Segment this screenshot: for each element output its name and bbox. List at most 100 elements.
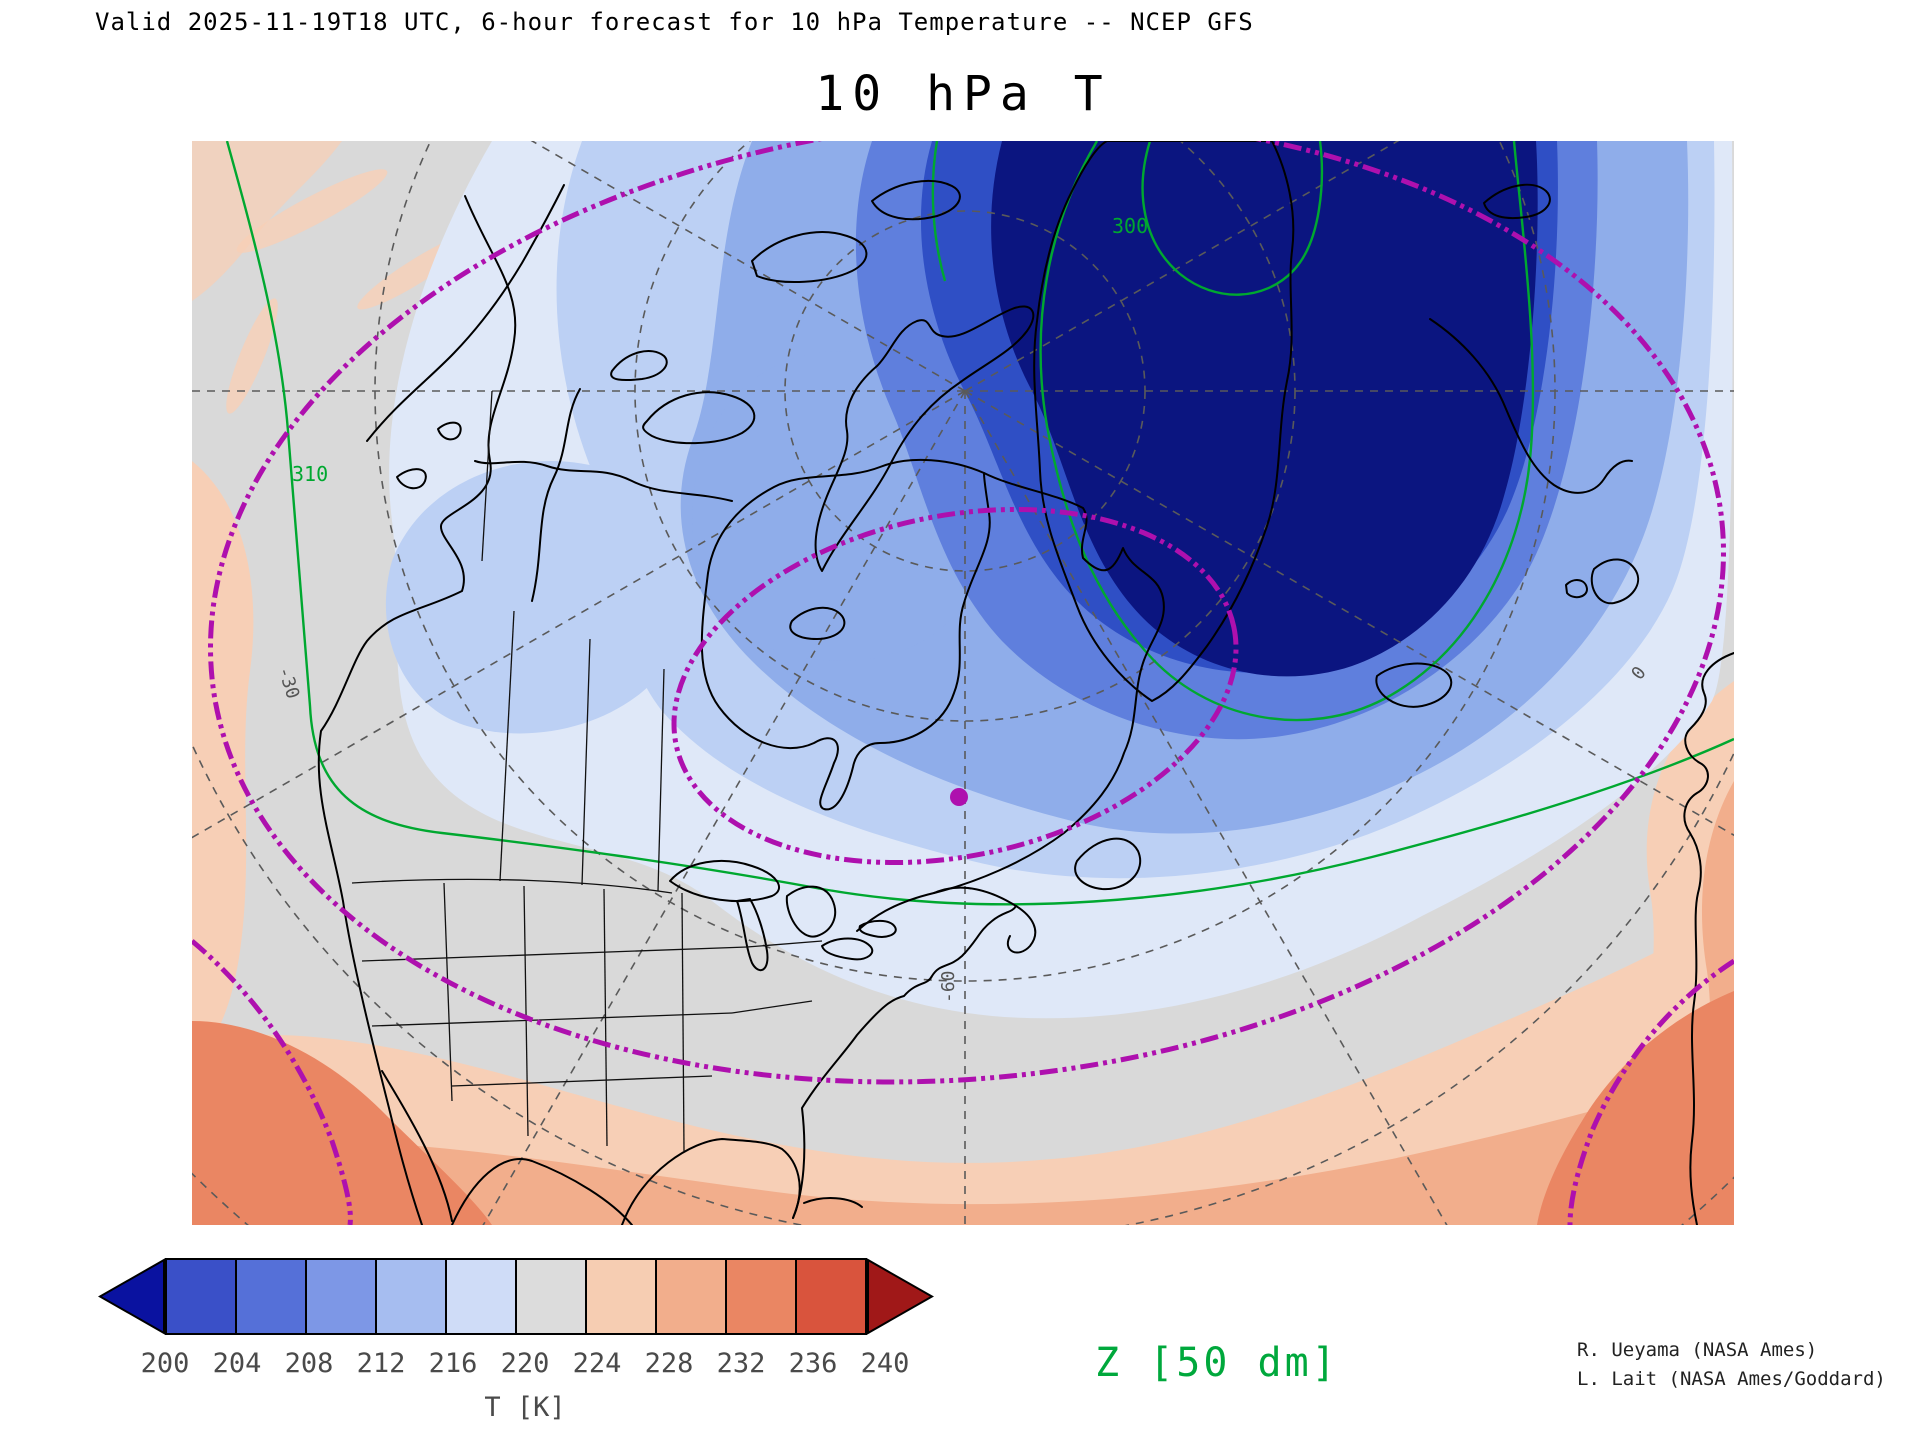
colorbar-cell [375, 1258, 447, 1335]
colorbar-tick: 220 [500, 1348, 550, 1379]
station-dot [950, 788, 968, 806]
vortex-edge-outer [208, 141, 1726, 1085]
island-baffin [814, 305, 1035, 572]
island-cuba [803, 1197, 863, 1208]
contour-label-310: 310 [292, 462, 328, 486]
coastline-labrador [933, 472, 1165, 894]
shade-warm3-bottomright [1537, 991, 1734, 1225]
island [396, 468, 427, 490]
state-border [681, 892, 685, 1152]
right-arrow-shape [867, 1258, 934, 1335]
province-border [499, 610, 515, 882]
colorbar-cell [655, 1258, 727, 1335]
colorbar-cell [305, 1258, 377, 1335]
state-border [361, 946, 748, 962]
coastline-west [317, 195, 517, 1225]
colorbar-cell [585, 1258, 657, 1335]
shade-warm3-bottomleft [192, 1021, 492, 1225]
lake-michigan [736, 898, 769, 972]
temperature-shading [192, 141, 1734, 1225]
colorbar-right-arrow [867, 1258, 934, 1335]
colorbar-cells [165, 1258, 867, 1335]
colorbar-tick: 208 [284, 1348, 334, 1379]
colorbar-left-arrow [98, 1258, 165, 1335]
state-border [443, 882, 453, 1102]
state-border [746, 940, 823, 948]
left-arrow-shape [98, 1258, 165, 1335]
colorbar-cell [445, 1258, 517, 1335]
river-mackenzie [531, 388, 581, 602]
height-contour [931, 141, 947, 282]
vortex-edge-arc [192, 939, 353, 1225]
border-alaska-yukon [481, 390, 493, 562]
coastline-africa-europe [1683, 652, 1734, 1225]
island-ireland [1565, 579, 1588, 599]
contour-label-300: 300 [1112, 214, 1148, 238]
height-contour [1141, 141, 1324, 296]
shade-warm2-bottom [192, 1069, 1734, 1225]
coastline-baja [381, 1070, 453, 1222]
shade-cold-core [991, 141, 1538, 677]
page-title: 10 hPa T [815, 66, 1111, 122]
island-banks [610, 350, 668, 381]
shade-warm-streak [226, 298, 278, 414]
coastline-scandinavia [1429, 318, 1633, 494]
hudson-bay [700, 458, 991, 811]
credit-line-2: L. Lait (NASA Ames/Goddard) [1577, 1368, 1886, 1391]
island-arctic [751, 231, 868, 284]
colorbar-tick: 216 [428, 1348, 478, 1379]
valid-line: Valid 2025-11-19T18 UTC, 6-hour forecast… [95, 8, 1254, 36]
colorbar-axis-label: T [K] [484, 1392, 566, 1423]
coastlines [317, 141, 1734, 1225]
province-border [581, 638, 591, 886]
island-britain [1590, 558, 1640, 605]
shade-warm-streak [236, 169, 388, 253]
coastline-mexico [451, 1158, 633, 1225]
province-border [657, 668, 665, 892]
island-iceland [1375, 662, 1453, 708]
island-southampton [789, 606, 846, 640]
political-borders [351, 390, 823, 1152]
colorbar-tick: 204 [212, 1348, 262, 1379]
credits: R. Ueyama (NASA Ames) L. Lait (NASA Ames… [1577, 1336, 1886, 1395]
colorbar-cell [235, 1258, 307, 1335]
colorbar-tick: 236 [788, 1348, 838, 1379]
vortex-edge-inner [671, 506, 1239, 866]
height-contour [225, 141, 1734, 906]
greenland [1033, 141, 1295, 702]
state-border [523, 885, 529, 1137]
shade-warm-bottom [192, 909, 1734, 1225]
island-newfoundland [1074, 837, 1141, 891]
island-svalbard [1483, 183, 1551, 220]
height-contours [225, 141, 1734, 906]
lake-ontario [858, 919, 897, 938]
colorbar-tick: 224 [572, 1348, 622, 1379]
state-border [451, 1075, 713, 1087]
colorbar-tick: 228 [644, 1348, 694, 1379]
height-contour [1039, 141, 1535, 722]
colorbar-ticks: 200 204 208 212 216 220 224 228 232 236 240 [129, 1348, 921, 1379]
colorbar-cell [795, 1258, 867, 1335]
island-ellesmere [871, 180, 961, 221]
coastline-alaska [366, 184, 565, 442]
state-border [731, 1000, 813, 1014]
colorbar-tick: 232 [716, 1348, 766, 1379]
shade-warm-topleft [192, 141, 342, 301]
lake-superior [669, 860, 780, 902]
colorbar-tick: 240 [860, 1348, 910, 1379]
colorbar-cell [725, 1258, 797, 1335]
forecast-map-svg: 310 300 -60 -30 0 [192, 141, 1734, 1225]
border-us-canada [351, 878, 673, 894]
graticule [192, 141, 1734, 1225]
colorbar-cell [515, 1258, 587, 1335]
credit-line-1: R. Ueyama (NASA Ames) [1577, 1339, 1818, 1361]
z-legend: Z [50 dm] [1095, 1340, 1339, 1386]
colorbar-tick: 200 [140, 1348, 190, 1379]
coastline-novascotia [1007, 905, 1037, 954]
lake-erie [821, 937, 874, 961]
island-victoria [642, 391, 756, 445]
colorbar [98, 1258, 934, 1335]
island [437, 421, 462, 441]
shade-warm-left [192, 461, 254, 1066]
